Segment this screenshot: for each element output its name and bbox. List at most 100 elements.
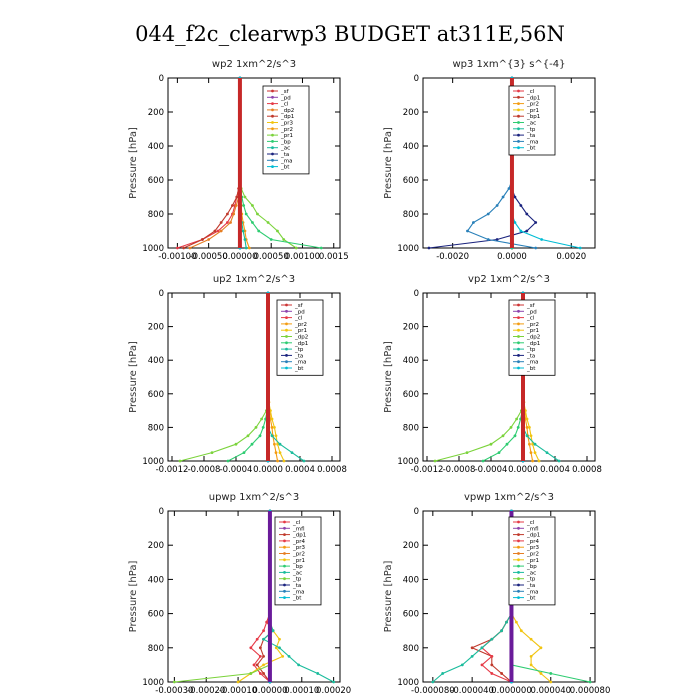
legend-label: _cl bbox=[294, 316, 303, 322]
legend-label: _ma bbox=[526, 589, 538, 595]
data-point bbox=[246, 434, 250, 438]
legend-marker bbox=[517, 146, 520, 150]
panel-6: vpwp 1xm^2/s^3 0 200 400 600 800 1000 Pressure … bbox=[383, 492, 610, 696]
data-point bbox=[534, 221, 538, 224]
legend-label: _pd bbox=[526, 309, 537, 315]
data-point bbox=[276, 442, 279, 446]
data-point bbox=[290, 451, 294, 454]
panel-title: wp2 1xm^2/s^3 bbox=[212, 59, 296, 70]
data-point bbox=[519, 629, 523, 633]
data-point bbox=[519, 204, 523, 207]
legend-label: _pr1 bbox=[526, 108, 539, 114]
data-point bbox=[265, 620, 269, 624]
panel-title: vp2 1xm^2/s^3 bbox=[468, 274, 550, 285]
legend-marker bbox=[517, 589, 520, 593]
data-point bbox=[261, 426, 265, 429]
x-tick-label: -0.00010 bbox=[219, 686, 257, 696]
x-tick-label: 0.0000 bbox=[497, 252, 527, 262]
legend-label: _pr2 bbox=[526, 552, 539, 558]
legend-label: _cl bbox=[526, 89, 535, 95]
data-point bbox=[271, 629, 275, 633]
data-point bbox=[531, 442, 534, 446]
y-tick-label: 600 bbox=[148, 610, 164, 620]
plot-frame bbox=[422, 292, 596, 462]
y-tick-label: 0 bbox=[159, 74, 164, 84]
data-point bbox=[515, 417, 518, 421]
x-tick-label: 0.0020 bbox=[556, 252, 586, 262]
y-tick-label: 600 bbox=[148, 390, 164, 400]
legend-label: _ac bbox=[526, 121, 536, 127]
data-point bbox=[266, 221, 270, 224]
legend-marker bbox=[283, 589, 286, 593]
legend-marker bbox=[517, 328, 520, 332]
legend-marker bbox=[283, 558, 286, 562]
legend-marker bbox=[271, 146, 274, 150]
data-point bbox=[270, 417, 274, 421]
plot-frame bbox=[167, 510, 341, 683]
legend-label: _dp1 bbox=[526, 533, 540, 539]
legend-label: _mfl bbox=[292, 526, 305, 532]
legend-label: _dp2 bbox=[526, 335, 540, 341]
x-tick-label: 0.0008 bbox=[317, 465, 347, 475]
data-point bbox=[241, 229, 245, 233]
x-tick-label: 0.000040 bbox=[530, 686, 571, 696]
legend-label: _pr3 bbox=[292, 545, 306, 551]
legend-marker bbox=[283, 545, 286, 549]
figure-title: 044_f2c_clearwp3 BUDGET at311E,56N bbox=[135, 22, 565, 46]
legend-marker bbox=[517, 341, 520, 345]
data-point bbox=[490, 654, 494, 658]
data-point bbox=[282, 238, 286, 241]
legend-label: _ta bbox=[526, 353, 535, 359]
data-point bbox=[441, 672, 445, 675]
legend-marker bbox=[285, 328, 288, 332]
legend-label: _ta bbox=[526, 133, 535, 139]
legend-marker bbox=[271, 95, 274, 99]
data-point bbox=[534, 246, 538, 250]
data-point bbox=[256, 212, 259, 216]
data-point bbox=[431, 680, 435, 684]
legend-marker bbox=[283, 520, 286, 524]
data-point bbox=[507, 187, 511, 190]
legend-label: _pr2 bbox=[526, 322, 539, 328]
panel-title: up2 1xm^2/s^3 bbox=[213, 274, 295, 285]
data-point bbox=[513, 434, 517, 438]
legend-marker bbox=[517, 552, 520, 555]
y-tick-label: 1000 bbox=[142, 457, 164, 467]
legend-label: _sf bbox=[526, 303, 536, 309]
legend-label: _pr2 bbox=[294, 322, 307, 328]
legend-marker bbox=[517, 335, 520, 338]
panel-1: wp2 1xm^2/s^3 0 200 400 600 800 1000 Pressure [… bbox=[128, 59, 349, 262]
legend-label: _dp2 bbox=[280, 108, 294, 114]
data-point bbox=[247, 246, 251, 250]
data-point bbox=[525, 434, 529, 438]
data-point bbox=[270, 434, 274, 438]
y-tick-label: 200 bbox=[148, 323, 164, 333]
data-point bbox=[501, 434, 505, 438]
data-point bbox=[257, 229, 261, 233]
data-point bbox=[262, 654, 265, 658]
data-point bbox=[242, 451, 246, 454]
x-tick-label: -0.0008 bbox=[443, 465, 476, 475]
data-point bbox=[258, 646, 262, 650]
panel-3: up2 1xm^2/s^3 0 200 400 600 800 1000 Pressure [… bbox=[128, 274, 347, 475]
legend-label: _cl bbox=[280, 102, 289, 108]
y-tick-label: 200 bbox=[403, 108, 419, 118]
legend-marker bbox=[517, 303, 520, 307]
y-tick-label: 600 bbox=[403, 176, 419, 186]
data-point bbox=[278, 637, 281, 641]
y-tick-label: 1000 bbox=[142, 678, 164, 688]
legend-marker bbox=[517, 309, 520, 313]
data-point bbox=[465, 451, 469, 454]
panel-2: wp3 1xm^{3} s^{-4} 0 200 400 600 800 1000 Press… bbox=[383, 59, 596, 262]
data-point bbox=[287, 654, 291, 658]
legend-label: _tp bbox=[526, 127, 536, 133]
data-point bbox=[497, 451, 501, 454]
y-tick-label: 200 bbox=[148, 108, 164, 118]
legend-label: _cl bbox=[292, 520, 301, 526]
legend-marker bbox=[285, 354, 288, 357]
data-point bbox=[242, 204, 246, 207]
legend-marker bbox=[283, 571, 286, 574]
y-tick-label: 400 bbox=[148, 142, 164, 152]
legend-label: _pr2 bbox=[526, 102, 539, 108]
legend-marker bbox=[517, 95, 520, 99]
